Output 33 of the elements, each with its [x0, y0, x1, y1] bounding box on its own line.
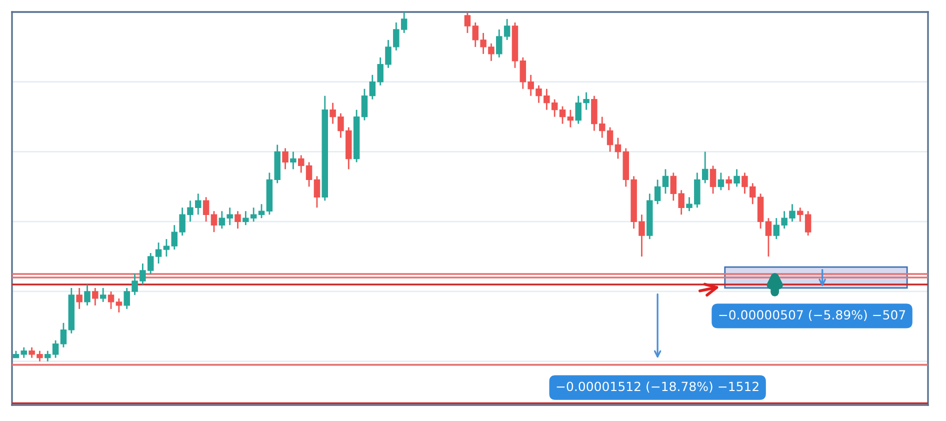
candlestick — [614, 137, 622, 160]
candlestick — [20, 346, 28, 359]
candlestick — [726, 175, 732, 191]
candlestick — [567, 109, 574, 128]
candlestick — [76, 287, 82, 310]
candlestick — [559, 106, 566, 124]
candlestick — [116, 298, 122, 314]
candlestick — [60, 322, 67, 348]
candlestick — [718, 172, 724, 191]
candlestick — [606, 126, 614, 152]
candlestick — [163, 238, 170, 258]
text: −0.00001512 (−18.78%) −1512 — [556, 382, 758, 393]
candlestick — [258, 203, 265, 219]
candlestick — [210, 210, 218, 233]
candlestick — [662, 168, 669, 194]
candlestick — [765, 217, 772, 258]
candlestick — [234, 210, 241, 230]
candlestick — [710, 165, 716, 194]
annotation: −0.00000507 (−5.89%) −507 — [719, 310, 906, 322]
candlestick — [84, 284, 90, 306]
candlestick — [298, 154, 304, 174]
candlestick — [734, 168, 740, 188]
candlestick — [361, 88, 368, 121]
candlestick — [108, 290, 114, 310]
candlestick — [306, 162, 312, 188]
candlestick — [92, 287, 98, 306]
candlestick — [100, 287, 106, 303]
candlestick — [464, 12, 471, 34]
candlestick — [282, 148, 288, 170]
candlestick — [202, 196, 210, 222]
candlestick — [314, 175, 320, 208]
candlestick — [155, 242, 162, 264]
candlestick — [290, 151, 296, 170]
